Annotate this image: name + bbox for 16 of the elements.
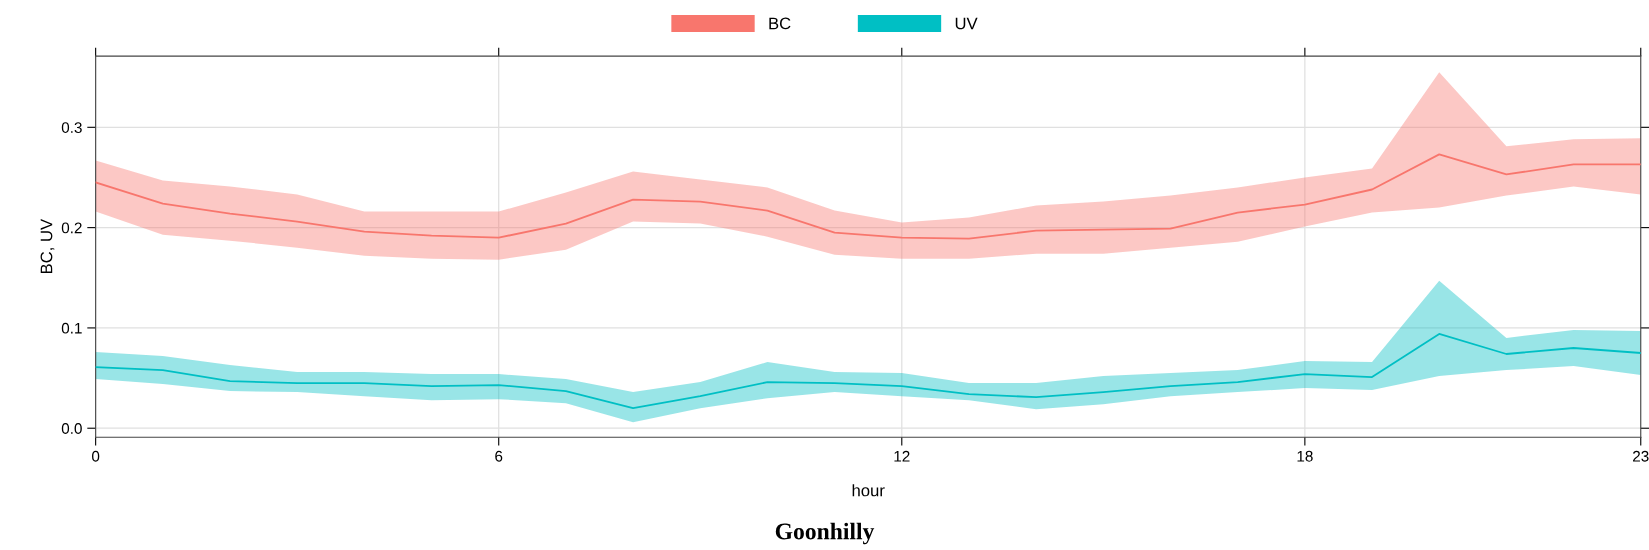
legend-label: UV [955, 17, 978, 30]
x-tick-label: 0 [91, 450, 100, 462]
y-tick-label: 0.1 [61, 322, 82, 334]
y-axis-title: BC, UV [40, 218, 55, 274]
text: Goonhilly [775, 522, 875, 545]
x-tick-label: 23 [1633, 450, 1649, 462]
y-tick-label: 0.2 [61, 222, 82, 234]
line-series [95, 333, 1641, 410]
x-axis-title: hour [852, 484, 885, 497]
x-tick-label: 18 [1297, 450, 1313, 462]
line-series [95, 153, 1641, 240]
legend-label: BC [769, 17, 791, 30]
y-tick-label: 0.0 [61, 423, 82, 434]
x-tick-label: 12 [894, 450, 910, 462]
y-tick-label: 0.3 [61, 122, 82, 133]
x-tick-label: 6 [495, 450, 503, 462]
